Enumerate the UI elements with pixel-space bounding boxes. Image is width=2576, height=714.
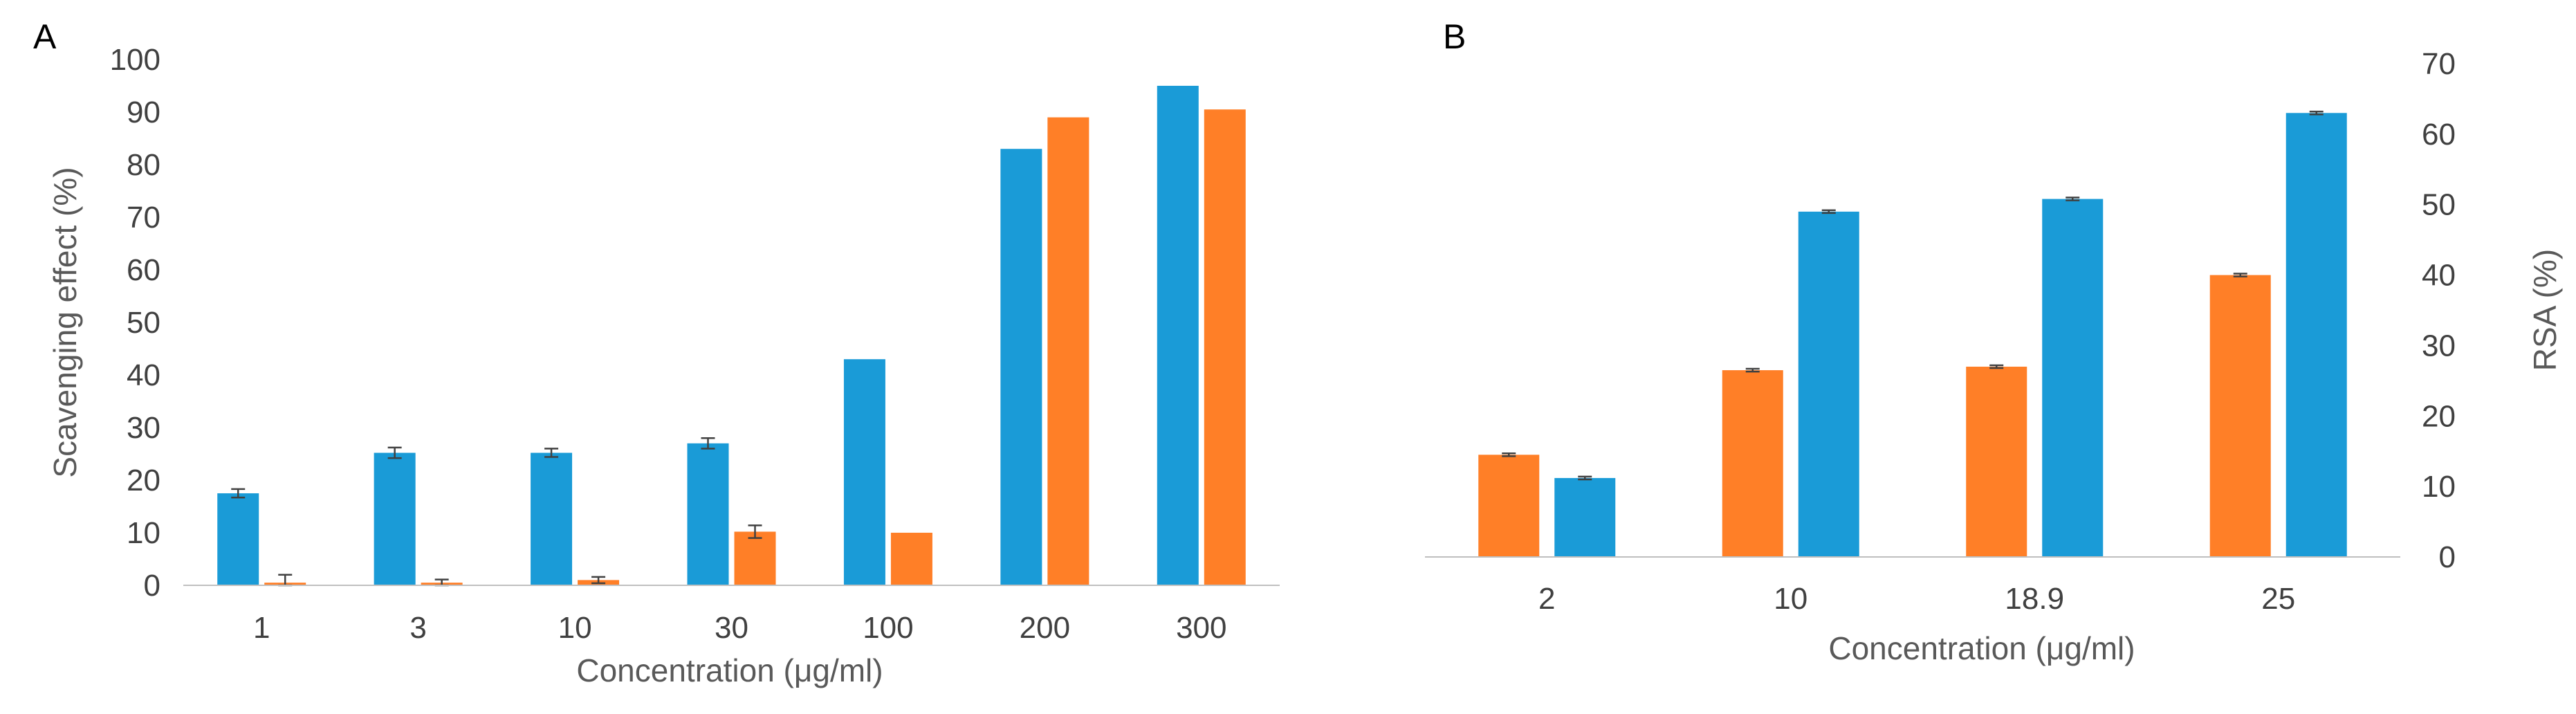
y-tick-label: 90	[127, 95, 160, 129]
y-tick-label: 20	[127, 464, 160, 497]
x-tick-label: 200	[1020, 611, 1070, 645]
error-bar	[2066, 196, 2080, 201]
bar-orange-10	[1722, 370, 1783, 557]
y-tick-label: 30	[2422, 329, 2456, 363]
bar-orange-18.9	[1966, 366, 2027, 557]
panel-a: A 0 10 20 30 40 50 60 70 80 90 100 1 3 10 30 100 200 300…	[33, 17, 1280, 688]
panel-b-x-axis-title: Concentration (μg/ml)	[1828, 630, 2135, 666]
bar-orange-100	[890, 533, 932, 585]
panel-b-letter: B	[1443, 17, 1466, 56]
y-tick-label: 10	[127, 516, 160, 550]
bar-orange-2	[1478, 455, 1540, 557]
error-bar	[2233, 273, 2247, 277]
bar-blue-25	[2285, 113, 2347, 558]
bar-blue-100	[843, 359, 885, 585]
bar-blue-10	[531, 452, 573, 585]
y-tick-label: 40	[127, 358, 160, 392]
error-bar	[387, 446, 402, 459]
bar-blue-1	[217, 493, 259, 585]
panel-b-bars	[1478, 111, 2347, 558]
x-tick-label: 18.9	[2005, 582, 2064, 616]
x-tick-label: 300	[1176, 611, 1226, 645]
x-tick-label: 10	[1774, 582, 1807, 616]
panel-a-bars	[217, 86, 1246, 587]
panel-b-x-tick-labels: 2 10 18.9 25	[1538, 582, 2295, 616]
bar-blue-3	[374, 452, 416, 585]
bar-orange-25	[2209, 275, 2271, 557]
error-bar	[1578, 475, 1592, 481]
panel-a-letter: A	[33, 17, 57, 56]
bar-blue-200	[1000, 149, 1042, 585]
bar-blue-2	[1554, 477, 1616, 557]
x-tick-label: 30	[715, 611, 748, 645]
x-tick-label: 100	[863, 611, 913, 645]
y-tick-label: 60	[2422, 118, 2456, 152]
error-bar	[1745, 367, 1760, 373]
bar-blue-300	[1157, 86, 1199, 585]
y-tick-label: 50	[127, 306, 160, 340]
x-tick-label: 2	[1538, 582, 1555, 616]
y-tick-label: 60	[127, 253, 160, 287]
error-bar	[748, 524, 762, 539]
y-tick-label: 70	[127, 201, 160, 235]
panel-b: B 0 10 20 30 40 50 60 70 2 10 18.9 25 Concentratio…	[1425, 17, 2563, 666]
panel-a-y-axis: 0 10 20 30 40 50 60 70 80 90 100	[110, 43, 160, 603]
x-tick-label: 10	[558, 611, 592, 645]
bar-orange-30	[734, 531, 776, 585]
error-bar	[2309, 111, 2324, 116]
bar-blue-30	[687, 443, 729, 585]
bar-blue-10	[1798, 211, 1859, 557]
y-tick-label: 0	[2439, 540, 2456, 574]
panel-a-x-tick-labels: 1 3 10 30 100 200 300	[253, 611, 1227, 645]
y-tick-label: 0	[144, 569, 160, 603]
y-tick-label: 10	[2422, 470, 2456, 504]
y-tick-label: 70	[2422, 47, 2456, 81]
panel-a-y-axis-title: Scavenging effect (%)	[47, 167, 83, 477]
panel-a-x-axis-title: Concentration (μg/ml)	[576, 652, 883, 688]
y-tick-label: 20	[2422, 399, 2456, 433]
error-bar	[231, 488, 246, 499]
error-bar	[1821, 209, 1836, 214]
y-tick-label: 100	[110, 43, 160, 77]
error-bar	[544, 448, 559, 458]
y-tick-label: 40	[2422, 259, 2456, 293]
panel-b-y-axis-title: RSA (%)	[2527, 249, 2563, 371]
error-bar	[1989, 364, 2004, 369]
panel-b-y-axis: 0 10 20 30 40 50 60 70	[2422, 47, 2456, 574]
bar-blue-18.9	[2042, 199, 2104, 558]
y-tick-label: 30	[127, 411, 160, 445]
bar-orange-300	[1204, 109, 1246, 585]
x-tick-label: 25	[2261, 582, 2295, 616]
error-bar	[591, 576, 606, 585]
x-tick-label: 3	[410, 611, 426, 645]
error-bar	[1502, 452, 1516, 457]
error-bar	[701, 437, 715, 450]
y-tick-label: 50	[2422, 188, 2456, 222]
bar-orange-200	[1047, 117, 1089, 586]
y-tick-label: 80	[127, 148, 160, 182]
x-tick-label: 1	[253, 611, 270, 645]
